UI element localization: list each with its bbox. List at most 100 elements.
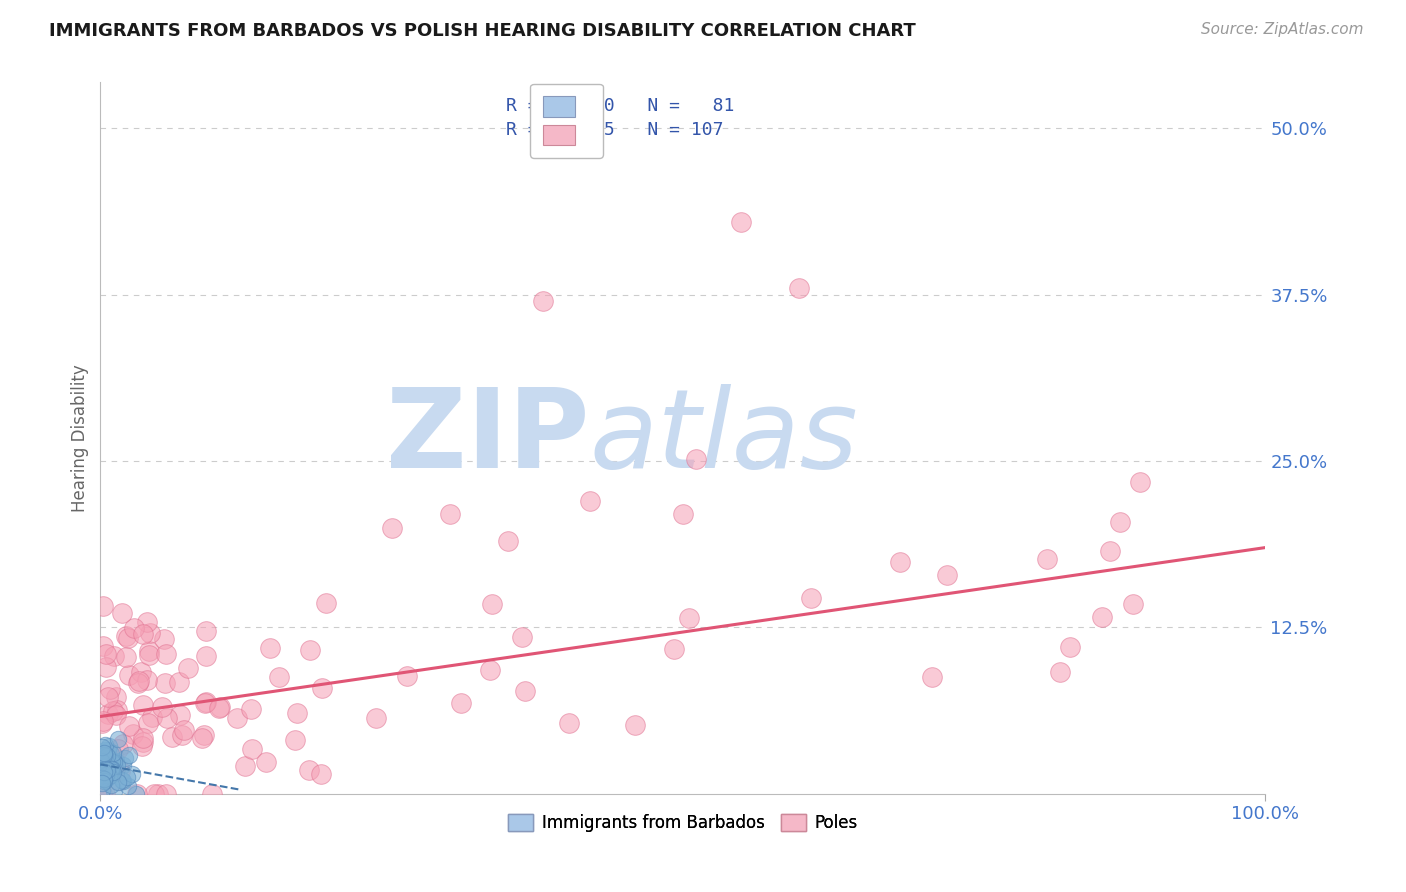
Point bbox=[97, 707, 120, 722]
Point bbox=[1049, 665, 1071, 680]
Point bbox=[481, 597, 503, 611]
Point bbox=[623, 718, 645, 732]
Point bbox=[558, 716, 581, 731]
Point bbox=[678, 611, 700, 625]
Point bbox=[240, 702, 263, 716]
Point bbox=[94, 768, 117, 782]
Point bbox=[90, 759, 112, 773]
Point bbox=[132, 735, 155, 749]
Point bbox=[96, 752, 118, 766]
Point bbox=[91, 749, 114, 764]
Point bbox=[97, 753, 120, 767]
Point bbox=[93, 746, 115, 760]
Point bbox=[135, 673, 157, 687]
Point bbox=[138, 644, 160, 658]
Point bbox=[921, 670, 943, 684]
Point bbox=[155, 787, 177, 801]
Y-axis label: Hearing Disability: Hearing Disability bbox=[72, 364, 89, 512]
Point bbox=[578, 494, 600, 508]
Text: IMMIGRANTS FROM BARBADOS VS POLISH HEARING DISABILITY CORRELATION CHART: IMMIGRANTS FROM BARBADOS VS POLISH HEARI… bbox=[49, 22, 915, 40]
Point bbox=[105, 758, 128, 772]
Point bbox=[89, 755, 111, 769]
Point bbox=[97, 739, 120, 753]
Point bbox=[111, 772, 134, 787]
Point bbox=[254, 755, 277, 769]
Text: Source: ZipAtlas.com: Source: ZipAtlas.com bbox=[1201, 22, 1364, 37]
Point bbox=[194, 695, 217, 709]
Point bbox=[156, 711, 179, 725]
Point bbox=[115, 649, 138, 664]
Point bbox=[284, 733, 307, 747]
Point bbox=[1098, 544, 1121, 558]
Point bbox=[131, 698, 153, 712]
Text: R =  0.365   N = 107: R = 0.365 N = 107 bbox=[506, 121, 723, 139]
Point bbox=[315, 596, 337, 610]
Point bbox=[104, 754, 127, 768]
Point bbox=[107, 774, 129, 789]
Point bbox=[125, 787, 148, 801]
Point bbox=[194, 696, 217, 710]
Point bbox=[150, 700, 173, 714]
Point bbox=[94, 647, 117, 661]
Point bbox=[105, 690, 128, 705]
Point bbox=[107, 703, 129, 717]
Point bbox=[153, 632, 176, 646]
Point bbox=[259, 640, 281, 655]
Point bbox=[155, 647, 177, 661]
Point bbox=[96, 755, 118, 769]
Point bbox=[94, 749, 117, 764]
Point bbox=[125, 787, 148, 801]
Point bbox=[117, 770, 139, 784]
Point bbox=[90, 771, 112, 785]
Point bbox=[90, 783, 112, 797]
Point bbox=[91, 747, 114, 761]
Point bbox=[111, 737, 134, 751]
Point bbox=[131, 731, 153, 746]
Point bbox=[107, 742, 129, 756]
Point bbox=[91, 715, 114, 730]
Point bbox=[439, 508, 461, 522]
Point bbox=[93, 764, 115, 779]
Point bbox=[103, 767, 125, 781]
Point bbox=[91, 750, 114, 764]
Point bbox=[90, 755, 112, 769]
Point bbox=[298, 763, 321, 777]
Point bbox=[936, 568, 959, 582]
Point bbox=[396, 669, 419, 683]
Point bbox=[169, 708, 191, 723]
Point bbox=[208, 699, 231, 714]
Point bbox=[90, 740, 112, 755]
Point bbox=[101, 746, 124, 760]
Point bbox=[93, 772, 115, 786]
Point bbox=[101, 762, 124, 776]
Point bbox=[160, 730, 183, 744]
Point bbox=[98, 763, 121, 777]
Point bbox=[103, 751, 125, 765]
Point bbox=[138, 648, 160, 663]
Point bbox=[96, 772, 118, 786]
Point bbox=[90, 763, 112, 777]
Point bbox=[94, 753, 117, 767]
Point bbox=[1091, 610, 1114, 624]
Point bbox=[118, 667, 141, 681]
Point bbox=[105, 708, 128, 723]
Point bbox=[96, 764, 118, 778]
Point bbox=[96, 755, 118, 769]
Point bbox=[100, 764, 122, 778]
Point bbox=[94, 767, 117, 781]
Point bbox=[90, 772, 112, 786]
Point bbox=[90, 769, 112, 783]
Point bbox=[90, 755, 112, 769]
Point bbox=[172, 728, 194, 742]
Point bbox=[111, 606, 134, 620]
Point bbox=[122, 621, 145, 635]
Point bbox=[1122, 597, 1144, 611]
Point bbox=[479, 664, 502, 678]
Point bbox=[97, 769, 120, 783]
Point bbox=[93, 747, 115, 762]
Point bbox=[195, 624, 218, 638]
Point bbox=[108, 764, 131, 778]
Point bbox=[800, 591, 823, 605]
Point bbox=[685, 451, 707, 466]
Point bbox=[93, 764, 115, 778]
